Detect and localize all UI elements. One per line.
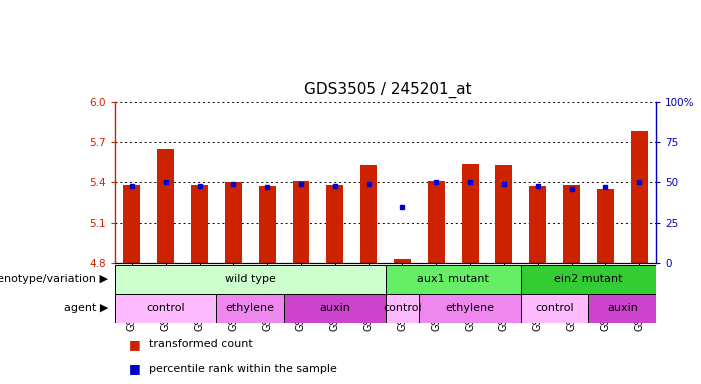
Bar: [115, 265, 386, 294]
Text: control: control: [536, 303, 574, 313]
Bar: [327, 185, 343, 263]
Bar: [191, 185, 208, 263]
Bar: [217, 294, 284, 323]
Bar: [496, 165, 512, 263]
Text: ethylene: ethylene: [226, 303, 275, 313]
Text: transformed count: transformed count: [149, 339, 252, 349]
Bar: [225, 182, 242, 263]
Text: ■: ■: [129, 338, 141, 351]
Text: aux1 mutant: aux1 mutant: [417, 274, 489, 285]
Text: genotype/variation ▶: genotype/variation ▶: [0, 274, 108, 285]
Text: auxin: auxin: [320, 303, 350, 313]
Bar: [115, 294, 217, 323]
Bar: [521, 265, 656, 294]
Bar: [529, 186, 546, 263]
Bar: [394, 259, 411, 263]
Bar: [589, 294, 656, 323]
Bar: [157, 149, 174, 263]
Text: agent ▶: agent ▶: [64, 303, 108, 313]
Bar: [123, 185, 140, 263]
Text: GDS3505 / 245201_at: GDS3505 / 245201_at: [304, 82, 472, 98]
Bar: [259, 186, 275, 263]
Text: wild type: wild type: [225, 274, 275, 285]
Text: control: control: [147, 303, 185, 313]
Bar: [563, 185, 580, 263]
Bar: [292, 181, 309, 263]
Bar: [360, 165, 377, 263]
Bar: [284, 294, 386, 323]
Bar: [521, 294, 589, 323]
Bar: [428, 181, 444, 263]
Bar: [419, 294, 521, 323]
Bar: [386, 294, 419, 323]
Bar: [597, 189, 614, 263]
Text: percentile rank within the sample: percentile rank within the sample: [149, 364, 336, 374]
Bar: [631, 131, 648, 263]
Text: ■: ■: [129, 362, 141, 375]
Bar: [386, 265, 521, 294]
Text: auxin: auxin: [607, 303, 638, 313]
Text: control: control: [383, 303, 422, 313]
Bar: [462, 164, 479, 263]
Text: ein2 mutant: ein2 mutant: [554, 274, 622, 285]
Text: ethylene: ethylene: [446, 303, 495, 313]
